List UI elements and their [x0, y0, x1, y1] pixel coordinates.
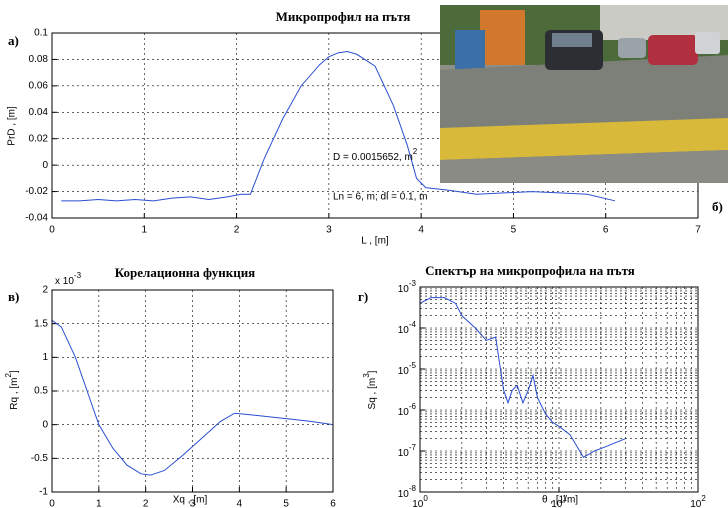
y-tick-label: 1.5 [34, 318, 48, 329]
y-tick-label: 10-5 [398, 361, 417, 377]
x-tick-label: 3 [190, 499, 196, 508]
y-tick-label: -0.04 [25, 213, 48, 224]
annotation: D = 0.0015652, m2 [333, 147, 418, 163]
x-tick-label: 2 [143, 499, 149, 508]
y-tick-label: 0.02 [29, 133, 49, 144]
x-tick-label: 6 [603, 225, 609, 236]
y-tick-label: 0 [42, 419, 48, 430]
y-tick-label: -0.02 [25, 186, 48, 197]
y-axis-label: Sq , [m3] [362, 370, 378, 409]
y-tick-label: -1 [39, 487, 48, 498]
x-tick-label: 1 [96, 499, 102, 508]
y-tick-label: 1 [42, 352, 48, 363]
y-axis-label: Rq , [m2] [4, 370, 20, 410]
data-line [51, 319, 334, 476]
y-tick-label: 10-4 [398, 320, 417, 336]
y-tick-label: 0.04 [29, 107, 49, 118]
panel-label: б) [712, 199, 723, 214]
exponent-label: x 10-3 [55, 271, 82, 287]
y-tick-label: 0.06 [29, 80, 49, 91]
x-tick-label: 3 [326, 225, 332, 236]
x-tick-label: 1 [142, 225, 148, 236]
y-tick-label: 10-3 [398, 279, 417, 295]
y-tick-label: 2 [42, 285, 48, 296]
x-tick-label: 4 [237, 499, 243, 508]
y-tick-label: 0 [42, 160, 48, 171]
axes-frame [51, 289, 334, 493]
chart-title: Спектър на микропрофила на пътя [425, 263, 635, 278]
x-tick-label: 7 [695, 225, 701, 236]
y-tick-label: 0.1 [34, 28, 48, 39]
x-tick-label: 0 [49, 225, 55, 236]
y-tick-label: 10-6 [398, 402, 417, 418]
axes-frame [419, 286, 699, 493]
x-tick-label: 5 [511, 225, 517, 236]
y-tick-label: 10-7 [398, 443, 417, 459]
y-tick-label: 0.5 [34, 386, 48, 397]
x-tick-label: 4 [418, 225, 424, 236]
y-axis-label: PrD , [m] [7, 106, 18, 146]
data-line [419, 297, 626, 459]
x-axis-label: θ , [1/m] [542, 495, 578, 506]
data-line [61, 50, 616, 202]
x-tick-label: 2 [234, 225, 240, 236]
panel-label: а) [8, 33, 19, 48]
x-axis-label: L , [m] [361, 236, 389, 247]
road-photo [440, 5, 728, 183]
x-axis-label: Xq , [m] [173, 495, 208, 506]
x-tick-label: 101 [551, 494, 567, 508]
panel-label: в) [8, 289, 19, 304]
x-tick-label: 6 [330, 499, 336, 508]
chart-title: Микропрофил на пътя [276, 9, 411, 24]
y-tick-label: 10-8 [398, 484, 417, 500]
x-tick-label: 5 [283, 499, 289, 508]
y-tick-label: -0.5 [31, 453, 49, 464]
x-tick-label: 0 [49, 499, 55, 508]
y-tick-label: 0.08 [29, 54, 49, 65]
x-tick-label: 100 [412, 494, 428, 508]
annotation: Ln = 6, m; dl = 0.1, m [333, 192, 428, 203]
panel-label: г) [358, 289, 368, 304]
chart-title: Корелационна функция [115, 265, 255, 280]
x-tick-label: 102 [690, 494, 706, 508]
